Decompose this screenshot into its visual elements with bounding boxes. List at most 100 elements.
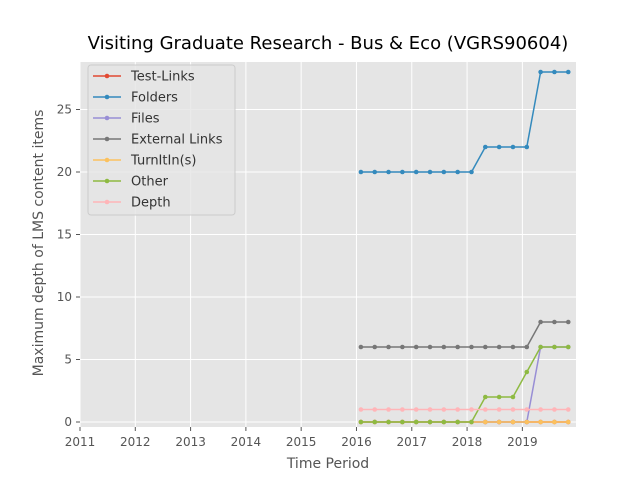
x-tick-label: 2011 [65,435,96,449]
data-point [400,407,405,412]
x-tick-label: 2018 [452,435,483,449]
legend-item: Depth [93,196,171,211]
legend-marker [104,157,110,163]
data-point [372,419,378,425]
data-point [483,419,488,425]
data-point [496,419,502,425]
data-point [483,144,488,150]
data-point [386,419,391,425]
data-point [496,344,502,350]
data-point [358,407,364,412]
y-tick-label: 25 [57,103,72,117]
data-point [455,344,460,350]
data-point [510,419,516,425]
y-axis-label: Maximum depth of LMS content items [31,110,47,377]
data-point [469,419,474,425]
data-point [413,419,419,425]
x-tick-label: 2016 [341,435,372,449]
data-point [565,419,571,425]
data-point [413,169,419,175]
legend-label: TurnItIn(s) [130,154,196,169]
data-point [455,407,460,412]
data-point [469,344,474,350]
data-point [510,394,516,400]
data-point [483,394,488,400]
data-point [441,407,447,412]
legend-item: Files [93,112,160,127]
legend-marker [104,199,110,205]
legend-item: TurnItIn(s) [93,154,196,169]
data-point [400,169,405,175]
data-point [496,144,502,150]
data-point [372,407,378,412]
data-point [358,169,364,175]
series-other [358,344,571,425]
y-tick-label: 0 [64,415,72,429]
data-point [552,344,557,350]
data-point [386,344,391,350]
data-point [524,407,530,412]
x-tick-label: 2013 [175,435,206,449]
data-point [413,344,419,350]
chart-title: Visiting Graduate Research - Bus & Eco (… [88,33,569,54]
legend-marker [104,178,110,184]
data-point [455,419,460,425]
legend-box [87,64,236,216]
data-point [386,407,391,412]
data-point [524,144,530,150]
series-folders [358,69,571,175]
data-point [552,419,557,425]
data-point [413,407,419,412]
data-point [538,344,543,350]
data-point [538,419,543,425]
legend-item: Test-Links [93,70,195,85]
data-point [427,407,433,412]
data-point [483,407,488,412]
series-group [358,69,571,425]
data-point [455,169,460,175]
series-line [360,346,569,423]
data-point [538,407,543,412]
data-point [552,69,557,75]
data-point [524,344,530,350]
x-tick-label: 2014 [231,435,262,449]
legend-label: Test-Links [130,70,195,85]
legend-label: Files [131,112,160,127]
series-depth [358,407,571,412]
x-tick-label: 2017 [396,435,427,449]
legend-item: External Links [93,133,223,148]
data-point [469,169,474,175]
data-point [441,344,447,350]
x-tick-label: 2012 [120,435,151,449]
data-point [427,169,433,175]
data-point [510,144,516,150]
data-point [358,344,364,350]
data-point [496,407,502,412]
legend: Test-Links Folders Files External Links Turn… [87,64,236,216]
legend-label: External Links [131,133,223,148]
data-point [358,419,364,425]
legend-marker [104,115,110,121]
data-point [552,319,557,325]
y-tick-label: 20 [57,165,72,179]
data-point [538,319,543,325]
data-point [427,344,433,350]
data-point [427,419,433,425]
legend-marker [104,136,110,142]
data-point [441,169,447,175]
data-point [524,369,530,375]
data-point [400,344,405,350]
legend-label: Depth [131,196,171,211]
data-point [565,319,571,325]
x-axis-label: Time Period [286,456,369,472]
data-point [372,169,378,175]
legend-marker [104,73,110,79]
data-point [469,407,474,412]
data-point [552,407,557,412]
data-point [524,419,530,425]
series-line [360,71,569,173]
data-point [441,419,447,425]
data-point [538,69,543,75]
data-point [565,407,571,412]
